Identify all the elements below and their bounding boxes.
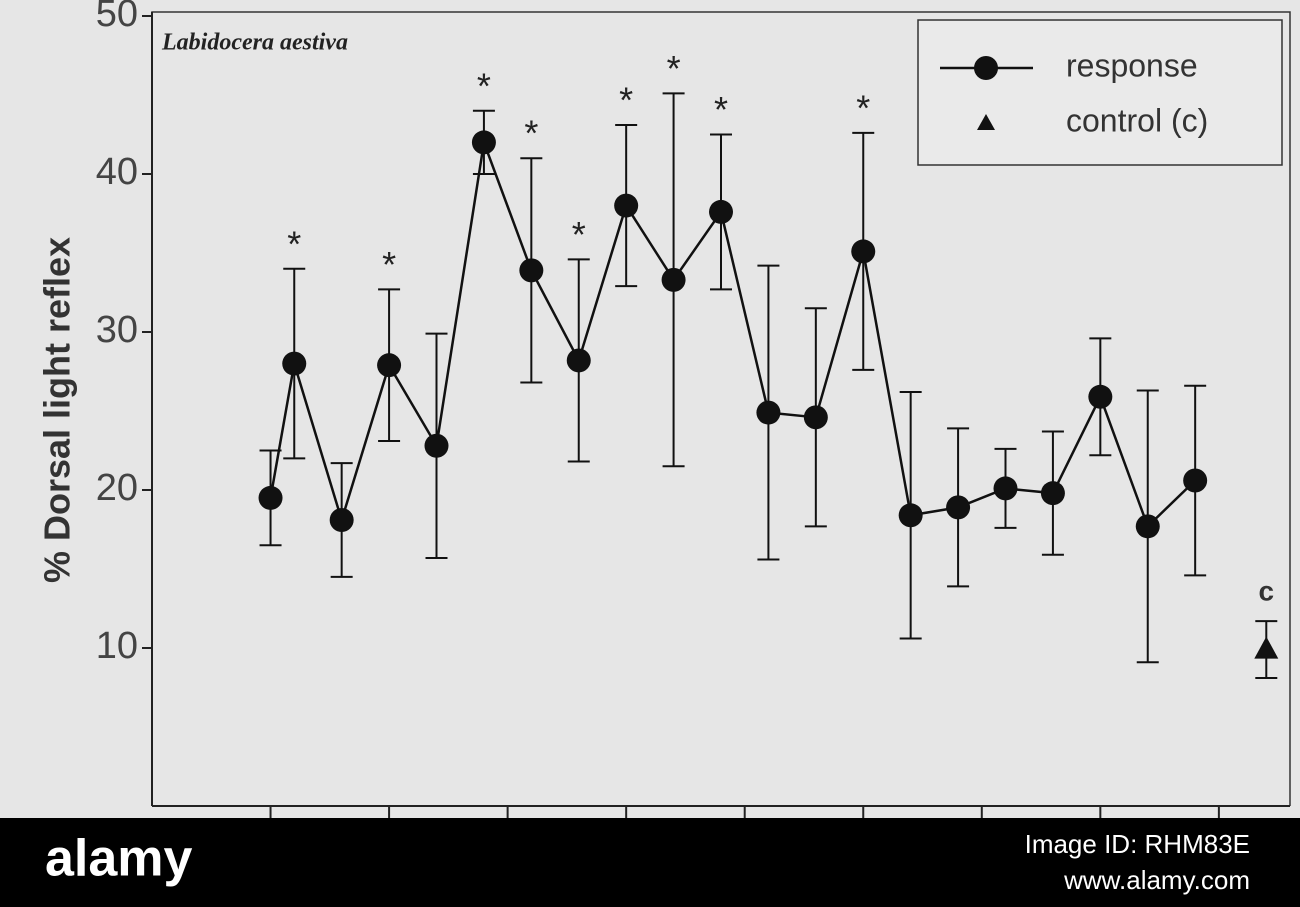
point-label: c: [1259, 576, 1275, 607]
data-point: [661, 267, 686, 292]
watermark-band: [0, 818, 1300, 907]
data-point: [566, 348, 591, 373]
data-point: [258, 485, 283, 510]
y-tick-label: 30: [96, 309, 138, 351]
data-point: [1088, 384, 1113, 409]
y-tick-label: 40: [96, 151, 138, 193]
watermark-id: Image ID: RHM83E: [1025, 829, 1250, 859]
point-label: *: [287, 223, 301, 264]
point-label: *: [572, 214, 586, 255]
y-axis-label: % Dorsal light reflex: [37, 237, 78, 583]
point-label: *: [619, 80, 633, 121]
data-point: [898, 503, 923, 528]
y-tick-label: 50: [96, 0, 138, 35]
data-point: [803, 405, 828, 430]
data-point: [756, 400, 781, 425]
data-point: [282, 351, 307, 376]
point-label: *: [524, 113, 538, 154]
legend-marker: [974, 56, 998, 80]
legend-marker: [977, 114, 995, 130]
data-point: [1135, 514, 1160, 539]
data-point: [519, 258, 544, 283]
data-point: [851, 239, 876, 264]
chart-title: Labidocera aestiva: [161, 30, 348, 56]
data-point: [1183, 468, 1208, 493]
y-tick-label: 20: [96, 467, 138, 509]
watermark-brand: alamy: [45, 830, 193, 888]
legend-label: control (c): [1066, 102, 1208, 138]
data-point: [1254, 636, 1279, 659]
data-point: [377, 353, 402, 378]
point-label: *: [856, 87, 870, 128]
y-tick-label: 10: [96, 625, 138, 667]
watermark-site: www.alamy.com: [1063, 865, 1250, 895]
data-point: [1040, 481, 1065, 506]
data-point: [614, 193, 639, 218]
point-label: *: [382, 244, 396, 285]
legend-box: [917, 19, 1283, 166]
legend-label: response: [1066, 47, 1198, 83]
point-label: *: [667, 48, 681, 89]
data-point: [471, 130, 496, 155]
data-point: [709, 199, 733, 224]
point-label: *: [714, 89, 728, 130]
data-point: [329, 508, 354, 533]
data-line: [269, 137, 1197, 529]
data-point: [946, 495, 971, 520]
point-label: *: [477, 65, 491, 106]
data-point: [993, 476, 1018, 501]
data-point: [424, 433, 449, 458]
